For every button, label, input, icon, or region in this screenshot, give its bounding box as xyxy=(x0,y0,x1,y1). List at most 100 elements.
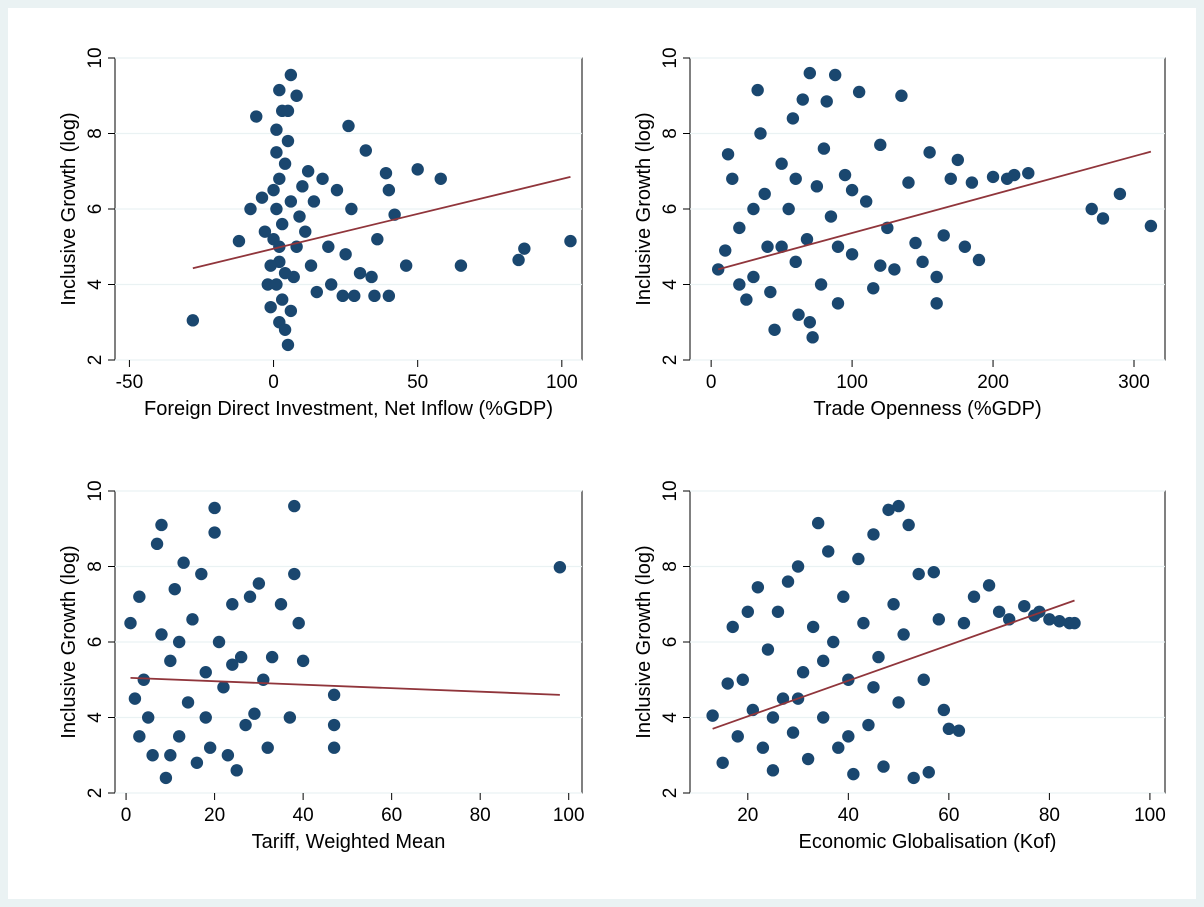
y-tick-label: 4 xyxy=(660,712,681,723)
scatter-point xyxy=(736,673,749,686)
scatter-point xyxy=(811,516,825,530)
scatter-point xyxy=(927,565,940,579)
scatter-point xyxy=(923,146,936,159)
scatter-point xyxy=(1053,615,1066,628)
scatter-point xyxy=(721,677,734,690)
scatter-point xyxy=(796,93,809,106)
scatter-point xyxy=(281,134,295,148)
scatter-point xyxy=(747,202,760,216)
scatter-point xyxy=(758,187,771,201)
scatter-points xyxy=(711,66,1158,344)
scatter-point xyxy=(301,165,315,178)
scatter-point xyxy=(782,202,795,216)
scatter-point xyxy=(761,643,775,656)
x-tick-label: 200 xyxy=(977,372,1009,393)
scatter-point xyxy=(342,119,355,133)
scatter-point xyxy=(719,244,732,257)
scatter-point xyxy=(942,722,956,736)
scatter-point xyxy=(265,650,279,664)
scatter-point xyxy=(255,191,269,204)
scatter-point xyxy=(1068,616,1081,630)
scatter-point xyxy=(434,172,447,185)
scatter-point xyxy=(952,724,966,737)
scatter-point xyxy=(751,83,764,97)
scatter-point xyxy=(261,278,274,291)
scatter-point xyxy=(327,688,341,702)
scatter-point xyxy=(810,180,824,193)
scatter-point xyxy=(1144,219,1158,233)
scatter-point xyxy=(775,240,788,253)
scatter-point xyxy=(512,253,525,267)
scatter-point xyxy=(325,278,338,291)
scatter-point xyxy=(806,331,819,344)
scatter-point xyxy=(348,289,361,303)
scatter-point xyxy=(270,146,283,159)
scatter-point xyxy=(1043,613,1056,626)
scatter-point xyxy=(290,89,303,102)
scatter-point xyxy=(270,278,283,291)
scatter-point xyxy=(887,598,900,611)
scatter-point xyxy=(967,590,981,603)
x-tick-label: 40 xyxy=(293,805,314,826)
scatter-point xyxy=(261,741,274,754)
scatter-point xyxy=(234,650,248,664)
scatter-point xyxy=(972,253,986,267)
scatter-point xyxy=(284,195,298,208)
scatter-point xyxy=(895,89,908,102)
y-tick-label: 6 xyxy=(660,204,681,215)
scatter-point xyxy=(791,560,805,573)
scatter-point xyxy=(195,567,208,581)
fit-line xyxy=(130,676,560,696)
y-tick-label: 6 xyxy=(85,637,106,648)
scatter-point xyxy=(155,518,168,532)
x-tick-label: 60 xyxy=(938,805,959,826)
y-axis-title: Inclusive Growth (log) xyxy=(58,112,80,305)
x-tick-label: 0 xyxy=(706,372,717,393)
scatter-point xyxy=(270,202,283,216)
scatter-point xyxy=(916,255,929,269)
scatter-point xyxy=(731,730,744,743)
scatter-point xyxy=(766,711,780,724)
scatter-point xyxy=(299,225,312,238)
scatter-point xyxy=(932,613,946,626)
scatter-point xyxy=(133,730,146,743)
scatter-point xyxy=(892,696,905,709)
figure-frame: 2 4 6 8 10 -50 0 50 100 Foreign Direct Investment… xyxy=(8,8,1196,899)
scatter-point xyxy=(208,526,221,539)
scatter-point xyxy=(168,582,181,596)
fit-line xyxy=(712,599,1075,730)
y-tick-label: 2 xyxy=(85,355,106,366)
scatter-point xyxy=(706,709,719,722)
x-tick-label: -50 xyxy=(116,372,143,393)
scatter-point xyxy=(454,259,468,272)
scatter-point xyxy=(208,501,221,515)
scatter-point xyxy=(922,766,935,779)
scatter-point xyxy=(310,285,323,299)
scatter-point xyxy=(930,270,943,284)
y-tick-label: 2 xyxy=(660,788,681,799)
x-tick-label: 100 xyxy=(1134,805,1166,826)
scatter-point xyxy=(258,225,272,238)
scatter-point xyxy=(951,153,965,167)
scatter-point xyxy=(842,730,855,743)
scatter-point xyxy=(832,741,845,754)
scatter-point xyxy=(296,654,310,668)
scatter-point xyxy=(553,561,567,574)
scatter-point xyxy=(909,236,922,250)
y-tick-label: 4 xyxy=(85,279,106,290)
scatter-point xyxy=(930,297,943,310)
scatter-point xyxy=(327,741,341,754)
scatter-point xyxy=(897,628,910,641)
scatter-point xyxy=(284,68,298,82)
scatter-point xyxy=(831,297,845,310)
x-tick-label: 100 xyxy=(836,372,868,393)
scatter-point xyxy=(733,221,746,235)
scatter-point xyxy=(322,240,335,253)
scatter-point xyxy=(852,552,865,566)
scatter-point xyxy=(172,730,186,743)
y-tick-label: 8 xyxy=(660,561,681,572)
scatter-point xyxy=(751,581,765,594)
scatter-point xyxy=(307,195,321,208)
scatter-point xyxy=(800,233,814,246)
scatter-point xyxy=(186,314,200,327)
